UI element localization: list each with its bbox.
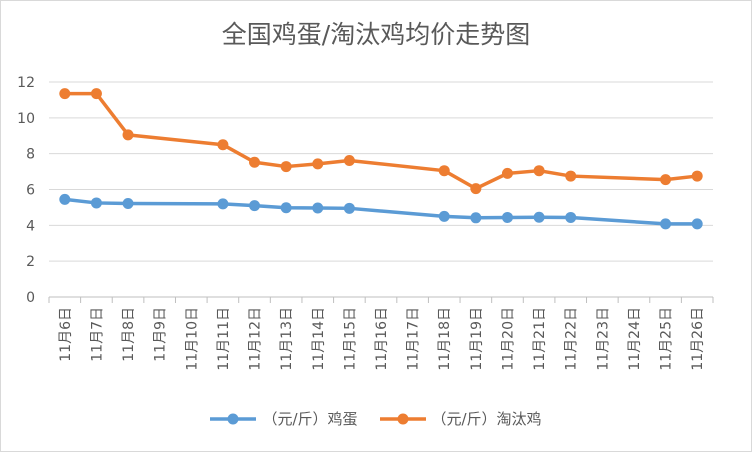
x-tick-label: 11月6日: [58, 307, 74, 362]
data-point-1: [565, 170, 577, 182]
series-line-1: [63, 91, 699, 191]
data-point-1: [660, 174, 672, 186]
y-tick-label: 0: [26, 290, 35, 306]
data-point-0: [501, 211, 513, 223]
data-point-1: [343, 154, 355, 166]
x-tick-label: 11月24日: [627, 307, 643, 371]
data-point-0: [249, 200, 261, 212]
legend-swatch-egg: [210, 413, 257, 424]
x-tick-label: 11月13日: [279, 307, 295, 371]
data-point-1: [533, 165, 545, 177]
x-tick-label: 11月9日: [153, 307, 169, 362]
legend-item-egg: （元/斤）鸡蛋: [210, 408, 358, 429]
data-point-0: [217, 198, 229, 210]
data-point-0: [438, 210, 450, 222]
data-point-1: [59, 88, 71, 100]
data-point-1: [280, 161, 292, 173]
x-tick-label: 11月7日: [89, 307, 105, 362]
data-point-1: [312, 158, 324, 170]
data-point-1: [249, 156, 261, 168]
series-line-0: [63, 197, 699, 226]
y-tick-label: 2: [26, 254, 35, 270]
data-point-1: [90, 88, 102, 100]
x-tick-label: 11月23日: [595, 307, 611, 371]
legend-label-egg: （元/斤）鸡蛋: [262, 410, 358, 428]
x-tick-label: 11月11日: [216, 307, 232, 371]
data-point-0: [59, 193, 71, 205]
x-tick-label: 11月18日: [437, 307, 453, 371]
data-point-1: [438, 165, 450, 177]
data-point-0: [343, 202, 355, 214]
legend-swatch-hen: [379, 413, 426, 424]
data-point-0: [691, 218, 703, 230]
x-tick-label: 11月12日: [248, 307, 264, 371]
y-tick-label: 8: [26, 147, 35, 163]
data-point-0: [280, 202, 292, 214]
x-tick-label: 11月15日: [342, 307, 358, 371]
x-tick-label: 11月10日: [184, 307, 200, 371]
y-tick-label: 4: [26, 218, 35, 234]
data-point-1: [470, 183, 482, 195]
x-tick-label: 11月22日: [564, 307, 580, 371]
data-point-1: [501, 167, 513, 179]
data-point-0: [122, 197, 134, 209]
x-tick-label: 11月26日: [690, 307, 706, 371]
y-tick-label: 10: [17, 111, 35, 127]
chart-title: 全国鸡蛋/淘汰鸡均价走势图: [221, 20, 531, 49]
data-point-1: [217, 139, 229, 151]
x-tick-label: 11月14日: [311, 307, 327, 371]
x-tick-label: 11月20日: [500, 307, 516, 371]
y-tick-label: 6: [26, 183, 35, 199]
legend-item-hen: （元/斤）淘汰鸡: [379, 408, 542, 429]
data-point-1: [691, 170, 703, 182]
data-point-0: [565, 211, 577, 223]
data-point-0: [90, 197, 102, 209]
data-point-0: [470, 212, 482, 224]
x-tick-label: 11月25日: [659, 307, 675, 371]
legend-label-hen: （元/斤）淘汰鸡: [431, 410, 542, 428]
x-tick-label: 11月8日: [121, 307, 137, 362]
data-point-0: [312, 202, 324, 214]
data-point-1: [122, 129, 134, 141]
x-tick-label: 11月19日: [469, 307, 485, 371]
data-point-0: [533, 211, 545, 223]
x-tick-label: 11月21日: [532, 307, 548, 371]
x-tick-label: 11月17日: [406, 307, 422, 371]
x-tick-label: 11月16日: [374, 307, 390, 371]
legend: （元/斤）鸡蛋 （元/斤）淘汰鸡: [1, 408, 751, 429]
data-point-0: [660, 218, 672, 230]
y-tick-label: 12: [17, 75, 35, 91]
